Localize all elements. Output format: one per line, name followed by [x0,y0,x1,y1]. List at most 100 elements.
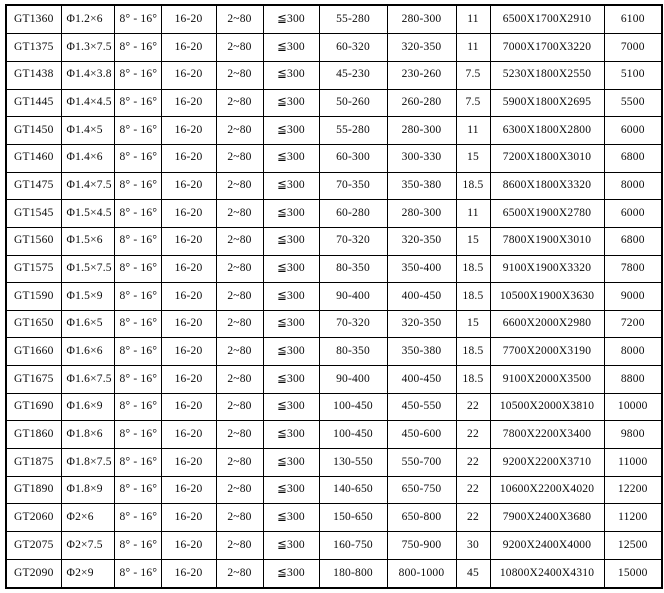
cell-weight: 6000 [603,199,663,228]
cell-cone-angle: 8° - 16° [113,475,162,505]
cell-weight: 9800 [603,420,663,450]
cell-speed: 16-20 [160,392,217,422]
cell-capacity-high: 280-300 [386,116,457,145]
cell-cone-angle: 8° - 16° [113,199,162,228]
table-row: GT1660 Φ1.6×6 8° - 16° 16-20 2~80 ≦300 80-350 3… [5,337,663,367]
cell-temperature: ≦300 [262,531,320,560]
cell-temperature: ≦300 [262,337,320,367]
cell-dimensions: 7800X1900X3010 [489,226,605,256]
table-row: GT1438 Φ1.4×3.8 8° - 16° 16-20 2~80 ≦300 45-23… [5,60,663,90]
cell-dimensions: 6300X1800X2800 [489,116,605,145]
cell-spec: Φ1.4×5 [60,116,115,145]
cell-capacity-low: 100-450 [318,392,388,422]
cell-spec: Φ1.2×6 [60,4,115,35]
cell-temperature: ≦300 [262,4,320,35]
cell-model: GT1690 [5,392,62,422]
cell-capacity-high: 750-900 [386,531,457,560]
cell-speed: 16-20 [160,171,217,201]
cell-inlet-size: 2~80 [215,33,264,62]
cell-spec: Φ1.5×4.5 [60,199,115,228]
cell-weight: 5100 [603,60,663,90]
cell-speed: 16-20 [160,531,217,560]
cell-weight: 5500 [603,88,663,118]
cell-dimensions: 8600X1800X3320 [489,171,605,201]
cell-weight: 10000 [603,392,663,422]
cell-capacity-high: 800-1000 [386,558,457,589]
cell-speed: 16-20 [160,88,217,118]
cell-power: 18.5 [455,171,491,201]
cell-cone-angle: 8° - 16° [113,448,162,477]
cell-cone-angle: 8° - 16° [113,116,162,145]
cell-power: 18.5 [455,254,491,284]
cell-dimensions: 6500X1900X2780 [489,199,605,228]
table-row: GT1360 Φ1.2×6 8° - 16° 16-20 2~80 ≦300 55-280 2… [5,4,663,35]
cell-inlet-size: 2~80 [215,392,264,422]
cell-capacity-low: 90-400 [318,365,388,394]
cell-weight: 12500 [603,531,663,560]
table-row: GT1445 Φ1.4×4.5 8° - 16° 16-20 2~80 ≦300 50-26… [5,88,663,118]
cell-weight: 7800 [603,254,663,284]
cell-cone-angle: 8° - 16° [113,309,162,339]
cell-dimensions: 7900X2400X3680 [489,503,605,533]
cell-cone-angle: 8° - 16° [113,337,162,367]
cell-power: 22 [455,503,491,533]
cell-spec: Φ1.5×6 [60,226,115,256]
cell-temperature: ≦300 [262,60,320,90]
table-row: GT1560 Φ1.5×6 8° - 16° 16-20 2~80 ≦300 70-320 3… [5,226,663,256]
cell-cone-angle: 8° - 16° [113,60,162,90]
cell-model: GT1560 [5,226,62,256]
cell-power: 7.5 [455,88,491,118]
cell-temperature: ≦300 [262,282,320,311]
cell-temperature: ≦300 [262,33,320,62]
cell-temperature: ≦300 [262,143,320,173]
cell-dimensions: 9200X2200X3710 [489,448,605,477]
cell-capacity-low: 70-320 [318,309,388,339]
cell-cone-angle: 8° - 16° [113,254,162,284]
table-row: GT2075 Φ2×7.5 8° - 16° 16-20 2~80 ≦300 160-750… [5,531,663,560]
cell-model: GT2090 [5,558,62,589]
cell-power: 7.5 [455,60,491,90]
cell-model: GT1675 [5,365,62,394]
cell-speed: 16-20 [160,199,217,228]
cell-inlet-size: 2~80 [215,199,264,228]
cell-cone-angle: 8° - 16° [113,226,162,256]
cell-capacity-high: 300-330 [386,143,457,173]
cell-power: 15 [455,309,491,339]
cell-capacity-low: 45-230 [318,60,388,90]
cell-weight: 7000 [603,33,663,62]
cell-temperature: ≦300 [262,199,320,228]
cell-capacity-low: 50-260 [318,88,388,118]
cell-inlet-size: 2~80 [215,171,264,201]
cell-inlet-size: 2~80 [215,448,264,477]
cell-weight: 11200 [603,503,663,533]
cell-model: GT1575 [5,254,62,284]
cell-dimensions: 7700X2000X3190 [489,337,605,367]
cell-capacity-high: 550-700 [386,448,457,477]
table-row: GT2090 Φ2×9 8° - 16° 16-20 2~80 ≦300 180-800 80… [5,558,663,589]
cell-cone-angle: 8° - 16° [113,365,162,394]
table-row: GT1650 Φ1.6×5 8° - 16° 16-20 2~80 ≦300 70-320 3… [5,309,663,339]
cell-dimensions: 5900X1800X2695 [489,88,605,118]
cell-inlet-size: 2~80 [215,4,264,35]
table-row: GT1460 Φ1.4×6 8° - 16° 16-20 2~80 ≦300 60-300 3… [5,143,663,173]
cell-inlet-size: 2~80 [215,282,264,311]
cell-spec: Φ1.6×9 [60,392,115,422]
cell-capacity-high: 260-280 [386,88,457,118]
cell-power: 30 [455,531,491,560]
cell-weight: 6800 [603,226,663,256]
cell-capacity-low: 80-350 [318,337,388,367]
table-row: GT1375 Φ1.3×7.5 8° - 16° 16-20 2~80 ≦300 60-32… [5,33,663,62]
cell-cone-angle: 8° - 16° [113,33,162,62]
cell-weight: 8800 [603,365,663,394]
cell-capacity-high: 320-350 [386,33,457,62]
cell-capacity-low: 140-650 [318,475,388,505]
cell-capacity-low: 60-280 [318,199,388,228]
cell-inlet-size: 2~80 [215,143,264,173]
cell-speed: 16-20 [160,143,217,173]
cell-temperature: ≦300 [262,254,320,284]
table-row: GT2060 Φ2×6 8° - 16° 16-20 2~80 ≦300 150-650 65… [5,503,663,533]
table-row: GT1450 Φ1.4×5 8° - 16° 16-20 2~80 ≦300 55-280 2… [5,116,663,145]
cell-dimensions: 10500X1900X3630 [489,282,605,311]
cell-capacity-high: 350-380 [386,337,457,367]
